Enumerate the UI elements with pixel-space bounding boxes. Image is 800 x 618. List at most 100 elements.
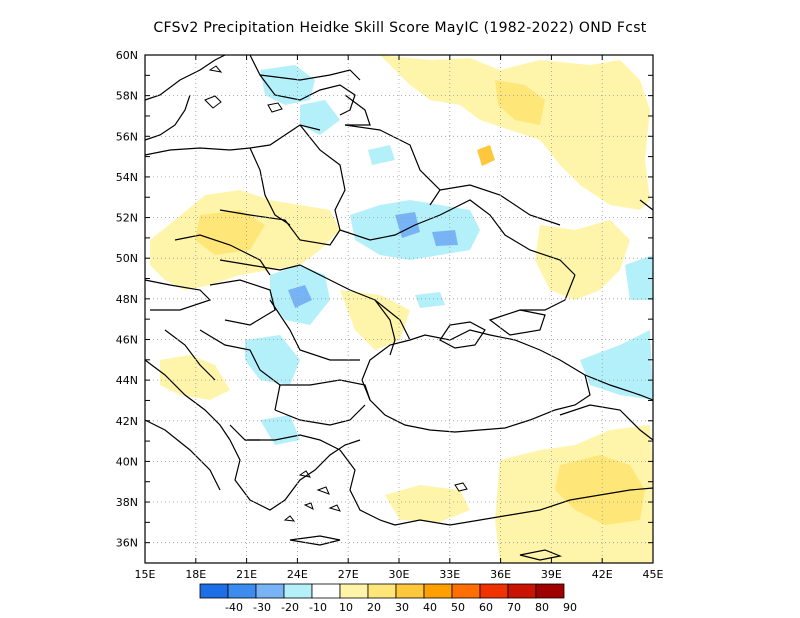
colorbar-label: 50: [451, 601, 465, 614]
border-ukraine-russia-east: [520, 274, 576, 311]
colorbar-label: 20: [367, 601, 381, 614]
shading-carpathian-negative-mid: [288, 285, 312, 308]
lon-label: 39E: [541, 568, 562, 581]
border-moldova: [374, 299, 396, 356]
border-yugoslav: [199, 329, 281, 411]
shading-balkan-negative: [245, 335, 300, 385]
lon-label: 33E: [439, 568, 460, 581]
coastline-greece: [229, 439, 361, 511]
border-hungary: [209, 279, 276, 326]
islands: [204, 65, 468, 522]
colorbar-label: 70: [507, 601, 521, 614]
coastline-baltic-east: [249, 54, 356, 116]
coastlines-borders: [144, 54, 654, 561]
lon-label: 42E: [592, 568, 613, 581]
colorbar-label: -30: [253, 601, 271, 614]
lat-label: 42N: [116, 415, 138, 428]
colorbar-label: 30: [395, 601, 409, 614]
border-ukraine-south: [299, 264, 411, 341]
coastline-black-sea: [361, 329, 591, 433]
lat-label: 36N: [116, 537, 138, 550]
colorbar-labels: -40 -30 -20 -10 10 20 30 40 50 60 70 80 …: [225, 601, 577, 614]
island-gotland: [204, 95, 222, 109]
lat-axis: 36N 38N 40N 42N 44N 46N 48N 50N 52N 54N …: [116, 49, 138, 550]
shading-baltic-negative: [260, 65, 315, 105]
shading-turkey-positive: [385, 485, 470, 522]
shading-baltic-negative2: [300, 100, 340, 135]
lon-label: 24E: [287, 568, 308, 581]
border-bulgaria: [280, 379, 371, 401]
colorbar-swatch: [423, 583, 453, 599]
shading-east-positive: [535, 220, 630, 300]
colorbar: [199, 583, 565, 599]
colorbar-swatch: [255, 583, 285, 599]
lon-label: 15E: [135, 568, 156, 581]
border-balkan-west: [164, 329, 216, 381]
skill-shading: [150, 55, 653, 563]
colorbar-label: 90: [563, 601, 577, 614]
shading-north-positive-spot: [477, 145, 495, 166]
border-ukraine-north: [339, 199, 576, 276]
shading-caucasus-negative: [580, 330, 653, 400]
colorbar-swatch: [535, 583, 565, 599]
border-russia-ukraine-north: [439, 184, 561, 226]
coastline-scandinavia: [144, 54, 226, 101]
lat-label: 50N: [116, 252, 138, 265]
lat-label: 60N: [116, 49, 138, 62]
island-aland: [208, 65, 223, 73]
shading-se-positive-mid: [555, 455, 645, 525]
lat-label: 38N: [116, 496, 138, 509]
lat-label: 46N: [116, 334, 138, 347]
lat-label: 56N: [116, 130, 138, 143]
lat-label: 58N: [116, 90, 138, 103]
border-poland-belarus: [299, 124, 346, 231]
colorbar-label: -20: [281, 601, 299, 614]
shading-russia-east-negative: [625, 255, 653, 300]
lat-label: 40N: [116, 455, 138, 468]
colorbar-swatch: [283, 583, 313, 599]
lon-axis: 15E 18E 21E 24E 27E 30E 33E 36E 39E 42E …: [135, 568, 664, 581]
colorbar-label: -10: [309, 601, 327, 614]
shading-estonia-negative: [368, 145, 395, 165]
coastline-gulf-finland: [259, 69, 361, 81]
coastline-italy: [144, 419, 221, 491]
shading-west-positive-mid: [195, 210, 265, 255]
colorbar-label: 10: [339, 601, 353, 614]
coastline-adriatic: [144, 359, 231, 441]
coastline-sweden-south: [144, 94, 191, 141]
coastline-crimea: [439, 321, 486, 349]
island-aegean-1: [298, 470, 312, 478]
colorbar-swatch: [311, 583, 341, 599]
border-belarus-russia: [344, 124, 441, 206]
border-germany-poland: [249, 147, 291, 226]
border-turkey-east: [559, 404, 654, 441]
island-aegean-4: [328, 504, 341, 512]
border-slovakia: [219, 259, 301, 271]
axis-ticks: [144, 54, 654, 564]
coastline-azov: [488, 309, 546, 336]
shading-adriatic-positive: [160, 355, 230, 400]
lat-label: 44N: [116, 374, 138, 387]
lat-label: 52N: [116, 212, 138, 225]
colorbar-swatch: [479, 583, 509, 599]
colorbar-swatch: [451, 583, 481, 599]
shading-north-positive: [380, 55, 650, 210]
colorbar-label: 80: [535, 601, 549, 614]
colorbar-swatch: [339, 583, 369, 599]
colorbar-swatch: [227, 583, 257, 599]
border-austria: [144, 279, 212, 311]
border-bulgaria-south: [274, 404, 366, 426]
lon-label: 27E: [338, 568, 359, 581]
border-baltic-russia: [344, 94, 371, 126]
coastline-cyprus: [519, 549, 563, 561]
lon-label: 36E: [490, 568, 511, 581]
shading-central-positive: [340, 290, 410, 350]
coastline-turkey-south: [394, 487, 654, 526]
lat-label: 54N: [116, 171, 138, 184]
shading-moldova-negative: [415, 292, 445, 308]
island-aegean-2: [316, 486, 330, 495]
lon-label: 18E: [185, 568, 206, 581]
lat-label: 48N: [116, 293, 138, 306]
shading-belarus-negative-mid2: [432, 230, 458, 246]
